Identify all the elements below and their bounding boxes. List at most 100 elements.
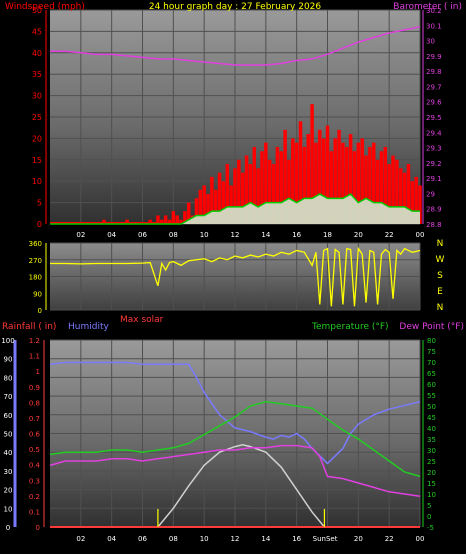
direction-y-tick-label: 90 xyxy=(33,290,42,298)
temp-y-tick-label: 70 xyxy=(427,359,436,367)
windspeed-bar xyxy=(356,142,361,224)
wind-y-tick-label: 20 xyxy=(32,134,42,143)
windspeed-bar xyxy=(306,134,310,224)
max-solar-line xyxy=(157,443,325,528)
wind-average-line xyxy=(50,193,420,225)
humidity-line xyxy=(49,361,421,465)
compass-letter: S xyxy=(437,271,443,281)
windspeed-bar xyxy=(125,219,129,224)
temp-y-tick-label: 45 xyxy=(427,414,436,422)
windspeed-bar xyxy=(395,159,399,224)
humidity-y-tick-label: 70 xyxy=(4,393,13,401)
wind-x-tick-label: 02 xyxy=(76,231,85,239)
rain-y-tick-label: 0.5 xyxy=(29,446,40,454)
wind-y-tick-label: 5 xyxy=(37,199,42,208)
temp-x-tick-label: 02 xyxy=(76,535,85,543)
rain-y-tick-label: 0.7 xyxy=(29,415,40,423)
windspeed-bar xyxy=(252,146,257,224)
wind-y-tick-label: 25 xyxy=(32,113,42,122)
barometer-y-tick-label: 30.2 xyxy=(426,7,442,15)
wind-x-tick-label: 06 xyxy=(138,231,147,239)
humidity-y-tick-label: 30 xyxy=(4,468,13,476)
windspeed-bar xyxy=(225,164,230,224)
wind-x-tick-label: 18 xyxy=(323,231,332,239)
temp-y-tick-label: 30 xyxy=(427,447,436,455)
wind-x-tick-label: 14 xyxy=(261,231,270,239)
windspeed-bar xyxy=(260,151,264,224)
rain-y-tick-label: 0.2 xyxy=(29,493,40,501)
windspeed-bar xyxy=(329,151,334,224)
compass-letter: E xyxy=(437,287,443,297)
windspeed-bar xyxy=(240,172,245,224)
wind-x-tick-label: 00 xyxy=(416,231,425,239)
barometer-line xyxy=(50,26,421,66)
windspeed-bar xyxy=(160,219,164,224)
temp-x-tick-label: 00 xyxy=(416,535,425,543)
rainfall-axis-title: Rainfall ( in) xyxy=(2,322,56,332)
windspeed-bar xyxy=(256,168,260,224)
windspeed-bar xyxy=(275,146,280,224)
windspeed-bar xyxy=(337,129,341,224)
wind-y-tick-label: 50 xyxy=(32,6,42,15)
humidity-y-tick-label: 20 xyxy=(4,487,13,495)
temp-y-tick-label: 55 xyxy=(427,392,436,400)
temp-y-tick-label: 0 xyxy=(427,513,431,521)
windspeed-bar xyxy=(183,211,187,224)
temp-x-tick-label: 04 xyxy=(107,535,116,543)
windspeed-bar xyxy=(264,142,268,224)
temperature-line xyxy=(49,400,421,478)
wind-x-tick-label: 08 xyxy=(169,231,178,239)
barometer-y-tick-label: 29.5 xyxy=(426,114,442,122)
humidity-axis-title: Humidity xyxy=(68,322,109,332)
windspeed-bar xyxy=(163,215,168,224)
barometer-y-tick-label: 29.1 xyxy=(426,175,442,183)
wind-y-tick-label: 0 xyxy=(37,220,42,229)
compass-letter: N xyxy=(437,303,444,313)
windspeed-bar xyxy=(302,146,307,224)
windspeed-bar xyxy=(217,172,222,224)
rain-y-tick-label: 0.1 xyxy=(29,508,40,516)
dewpoint-axis-title: Dew Point (°F) xyxy=(399,322,464,332)
windspeed-bar xyxy=(237,159,241,224)
windspeed-bar xyxy=(244,155,249,224)
windspeed-bar xyxy=(213,189,218,224)
humidity-y-tick-label: 50 xyxy=(4,431,13,439)
humidity-y-tick-label: 100 xyxy=(1,337,14,345)
temp-x-tick-label: 06 xyxy=(138,535,147,543)
temp-x-tick-label: 08 xyxy=(169,535,178,543)
windspeed-bar xyxy=(368,146,372,224)
barometer-y-tick-label: 29.7 xyxy=(426,83,442,91)
direction-y-tick-label: 0 xyxy=(38,307,42,315)
barometer-y-tick-label: 28.9 xyxy=(426,206,442,214)
temp-y-tick-label: 60 xyxy=(427,381,436,389)
wind-y-tick-label: 30 xyxy=(32,92,42,101)
humidity-y-tick-label: 60 xyxy=(4,412,13,420)
windspeed-bar xyxy=(206,194,210,224)
max-solar-title: Max solar xyxy=(120,315,164,325)
windspeed-bar xyxy=(398,168,403,224)
windspeed-bar xyxy=(267,159,272,224)
windspeed-bar xyxy=(229,185,233,224)
wind-x-tick-label: 20 xyxy=(354,231,363,239)
windspeed-bar xyxy=(418,185,422,224)
dewpoint-line xyxy=(49,444,421,497)
temp-y-tick-label: 75 xyxy=(427,348,436,356)
windspeed-bar xyxy=(414,176,418,224)
rain-y-tick-label: 0 xyxy=(36,524,40,532)
windspeed-bar xyxy=(341,142,345,224)
chart-title: 24 hour graph day : 27 February 2026 xyxy=(149,2,322,12)
windspeed-bar xyxy=(291,138,295,224)
wind-axis-title: Windspeed (mph) xyxy=(5,2,85,12)
windspeed-bar xyxy=(410,181,415,224)
windspeed-bar xyxy=(402,172,407,224)
windspeed-bar xyxy=(333,138,337,224)
temp-y-tick-label: 15 xyxy=(427,480,436,488)
temp-y-tick-label: 5 xyxy=(427,502,431,510)
windspeed-bar xyxy=(283,129,287,224)
wind-y-tick-label: 10 xyxy=(32,177,42,186)
windspeed-bar xyxy=(194,198,199,224)
windspeed-bar xyxy=(171,211,176,224)
temp-y-tick-label: 40 xyxy=(427,425,436,433)
